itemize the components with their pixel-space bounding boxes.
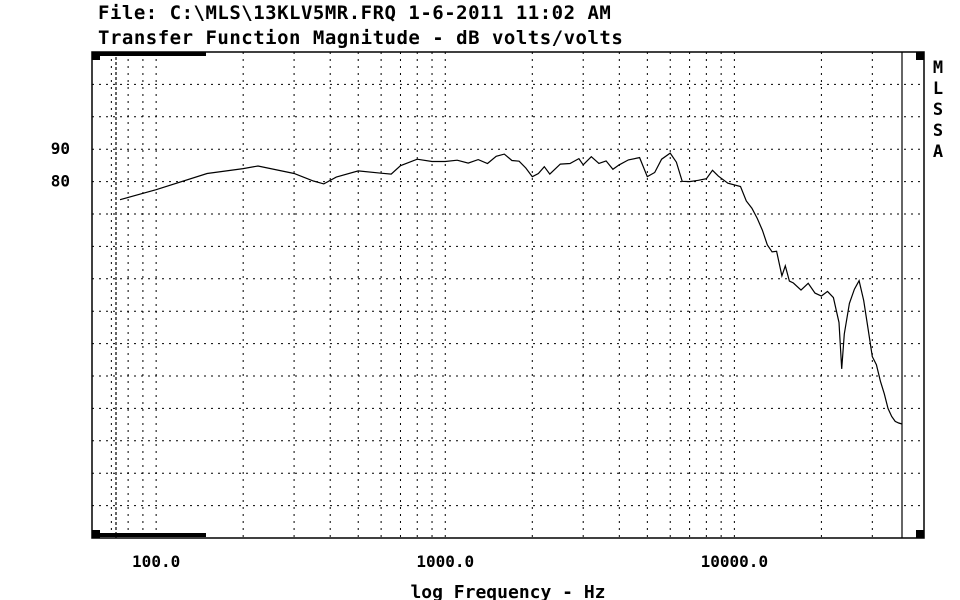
y-tick-label: 80: [51, 172, 70, 191]
corner-marker-bl: [92, 530, 100, 538]
range-bar-top: [96, 52, 206, 56]
side-label-letter: M: [933, 58, 943, 78]
corner-marker-br: [916, 530, 924, 538]
x-tick-label: 100.0: [132, 552, 180, 571]
side-label-letter: L: [933, 79, 943, 99]
x-tick-label: 1000.0: [416, 552, 474, 571]
plot-frame: [91, 51, 925, 539]
y-tick-label: 90: [51, 139, 70, 158]
corner-marker-tr: [916, 52, 924, 60]
corner-marker-tl: [92, 52, 100, 60]
chart-title: Transfer Function Magnitude - dB volts/v…: [98, 27, 624, 49]
series-line: [119, 152, 903, 425]
grid-lines: [92, 52, 924, 538]
x-axis-label: log Frequency - Hz: [410, 582, 605, 600]
side-label-letter: S: [933, 100, 943, 120]
range-bar-bottom: [96, 533, 206, 537]
x-tick-labels: 100.0 1000.0 10000.0: [132, 552, 768, 571]
file-info: File: C:\MLS\13KLV5MR.FRQ 1-6-2011 11:02…: [98, 2, 612, 24]
side-label-letter: S: [933, 121, 943, 141]
side-label-letter: A: [933, 142, 943, 162]
y-tick-labels: 90 80: [51, 139, 70, 190]
x-tick-label: 10000.0: [701, 552, 768, 571]
